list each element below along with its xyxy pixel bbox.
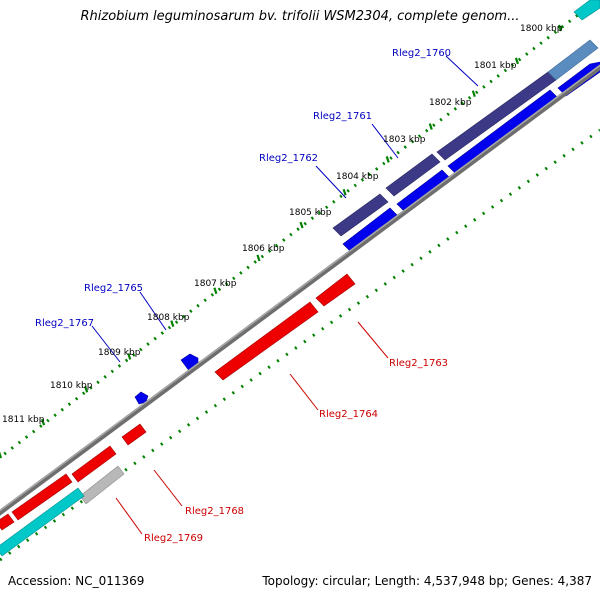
leader-rleg2-1764 — [289, 373, 319, 411]
scale-label: 1803 kbp — [383, 135, 426, 145]
major-tick — [385, 156, 390, 163]
major-tick — [256, 254, 261, 262]
scale-label: 1802 kbp — [429, 98, 472, 108]
reverse-cds-track — [0, 0, 600, 557]
cds-highlight-top[interactable] — [573, 0, 600, 21]
genome-title: Rhizobium leguminosarum bv. trifolii WSM… — [80, 9, 520, 24]
gene-label-rleg2-1768[interactable]: Rleg2_1768 — [185, 506, 244, 517]
label-leader-lines — [91, 55, 479, 535]
gene-labels: Rleg2_1760 Rleg2_1761 Rleg2_1762 Rleg2_1… — [35, 48, 451, 544]
scale-label: 1810 kbp — [50, 381, 93, 391]
leader-rleg2-1769 — [115, 497, 143, 535]
scale-label: 1801 kbp — [474, 61, 517, 71]
reverse-gene-track — [0, 273, 356, 531]
gene-label-rleg2-1761[interactable]: Rleg2_1761 — [313, 111, 372, 122]
scale-label: 1807 kbp — [194, 279, 237, 289]
major-ticks — [0, 24, 563, 459]
genome-summary-text: Topology: circular; Length: 4,537,948 bp… — [262, 574, 592, 588]
gene-arrow-rleg2-1764[interactable] — [214, 301, 319, 381]
gene-label-rleg2-1762[interactable]: Rleg2_1762 — [259, 153, 318, 164]
major-tick — [41, 418, 46, 426]
cds-block-highlight-top[interactable] — [547, 39, 599, 81]
major-tick — [84, 385, 89, 393]
scale-labels: 1800 kbp 1801 kbp 1802 kbp 1803 kbp 1804… — [2, 24, 563, 425]
leader-rleg2-1765 — [139, 291, 167, 331]
leader-rleg2-1763 — [357, 321, 389, 359]
major-tick — [0, 451, 3, 459]
scale-label: 1805 kbp — [289, 208, 332, 218]
scale-label: 1811 kbp — [2, 415, 45, 425]
leader-rleg2-1767 — [91, 325, 121, 363]
major-tick — [471, 90, 476, 98]
pseudogene-block[interactable] — [79, 465, 125, 505]
major-tick — [127, 353, 132, 360]
gene-label-rleg2-1764[interactable]: Rleg2_1764 — [319, 409, 378, 420]
gene-arrow-rleg2-1763[interactable] — [315, 273, 356, 307]
major-tick — [170, 320, 175, 327]
gene-arrow-left-2[interactable] — [0, 513, 15, 531]
major-tick — [428, 123, 433, 130]
major-tick — [342, 188, 347, 196]
major-tick — [514, 57, 519, 65]
gene-arrow-left-1[interactable] — [11, 473, 73, 521]
gene-arrow-rleg2-1768[interactable] — [121, 423, 147, 446]
leader-rleg2-1760 — [445, 55, 479, 87]
sequence-backbone — [0, 64, 600, 516]
gene-label-rleg2-1760[interactable]: Rleg2_1760 — [392, 48, 451, 59]
gene-arrow-rleg2-1767[interactable] — [134, 391, 149, 405]
major-tick — [557, 24, 563, 32]
forward-cds-track — [332, 39, 599, 237]
leader-rleg2-1761 — [371, 123, 399, 159]
cds-block-rleg2-1762[interactable] — [332, 193, 389, 237]
major-tick — [213, 287, 218, 295]
gene-label-rleg2-1763[interactable]: Rleg2_1763 — [389, 358, 448, 369]
outer-tick-ring — [0, 0, 600, 460]
scale-label: 1808 kbp — [147, 313, 190, 323]
leader-rleg2-1768 — [153, 469, 183, 507]
cds-highlight-block[interactable] — [0, 487, 85, 557]
gene-arrow-rleg2-1769[interactable] — [71, 445, 117, 483]
accession-text: Accession: NC_011369 — [8, 574, 145, 588]
scale-label: 1804 kbp — [336, 172, 379, 182]
scale-label: 1809 kbp — [98, 348, 141, 358]
gene-label-rleg2-1767[interactable]: Rleg2_1767 — [35, 318, 94, 329]
gene-label-rleg2-1769[interactable]: Rleg2_1769 — [144, 533, 203, 544]
major-tick — [299, 221, 304, 229]
cds-block-rleg2-1761[interactable] — [385, 153, 441, 197]
scale-label: 1800 kbp — [520, 24, 563, 34]
scale-label: 1806 kbp — [242, 244, 285, 254]
leader-rleg2-1762 — [315, 165, 347, 199]
gene-label-rleg2-1765[interactable]: Rleg2_1765 — [84, 283, 143, 294]
